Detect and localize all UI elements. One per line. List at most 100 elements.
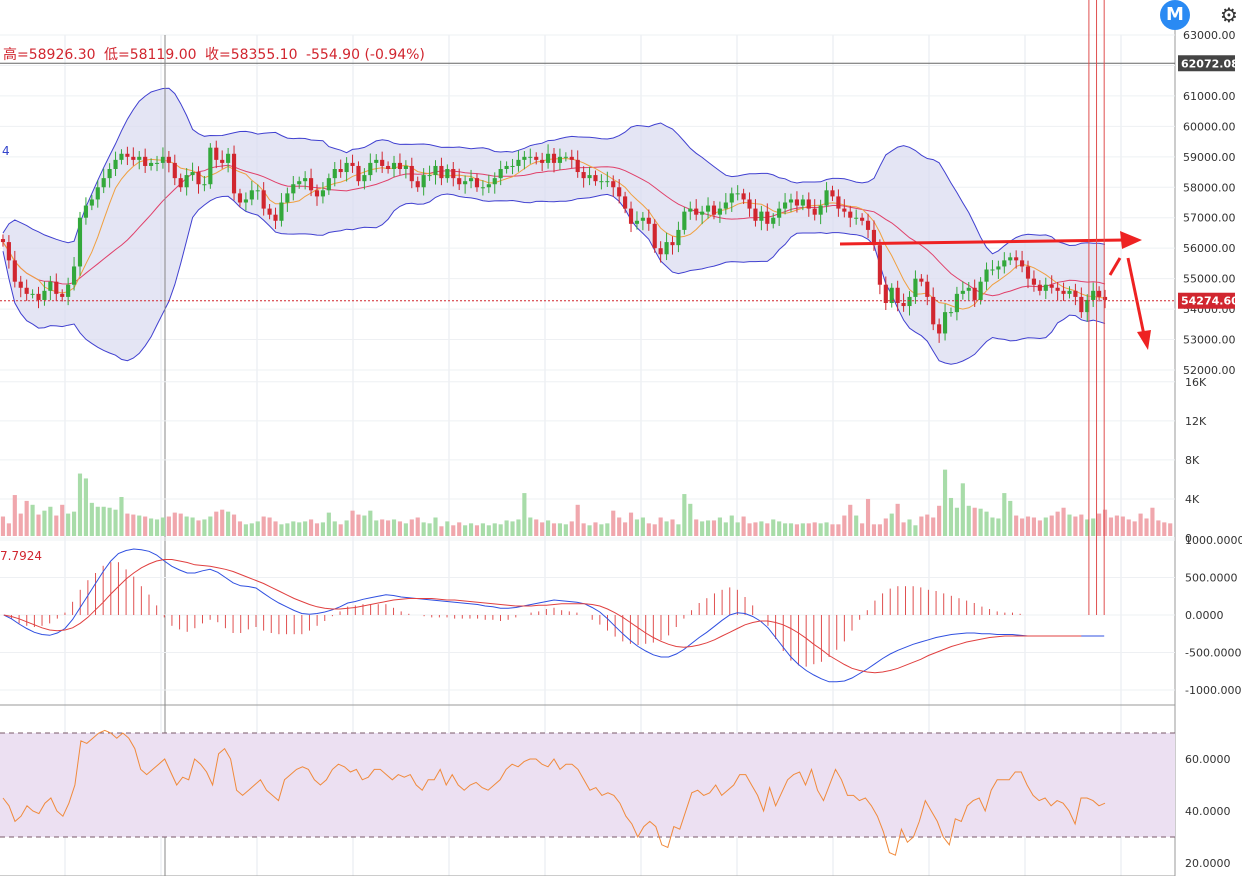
candle-body xyxy=(30,293,35,295)
candle-body xyxy=(842,208,847,212)
candle-body xyxy=(297,181,302,185)
candle-body xyxy=(220,159,225,163)
candle-body xyxy=(231,153,237,194)
candle-body xyxy=(628,208,634,224)
volume-bar xyxy=(705,520,711,536)
volume-bar xyxy=(812,522,817,536)
volume-bar xyxy=(824,522,829,536)
candle-body xyxy=(759,211,764,221)
volume-bar xyxy=(646,523,651,536)
volume-bar xyxy=(984,511,989,536)
candle-body xyxy=(972,287,977,300)
volume-bar xyxy=(700,521,705,536)
volume-bar xyxy=(101,506,106,536)
volume-bar xyxy=(865,498,871,536)
ohlc-readout: 高=58926.30 低=58119.00 收=58355.10 -554.90… xyxy=(3,44,429,64)
candle-body xyxy=(149,162,154,166)
volume-bar xyxy=(605,523,610,536)
volume-bar xyxy=(1014,515,1019,536)
logo-icon[interactable]: M xyxy=(1160,0,1190,30)
candle-body xyxy=(865,220,871,230)
change-readout: -554.90 (-0.94%) xyxy=(305,47,425,63)
volume-bar xyxy=(729,515,734,536)
volume-bar xyxy=(409,519,414,536)
candle-body xyxy=(540,159,545,163)
candle-body xyxy=(131,156,136,160)
volume-bar xyxy=(540,522,545,536)
macd-tick-label: -1000.0000 xyxy=(1185,684,1242,697)
candle-body xyxy=(427,175,432,177)
candle-body xyxy=(925,281,930,297)
candle-body xyxy=(1014,257,1019,261)
volume-bar xyxy=(510,521,515,536)
volume-bar xyxy=(688,503,693,536)
volume-bar xyxy=(451,525,456,536)
candle-body xyxy=(546,153,551,163)
candle-body xyxy=(403,165,408,169)
candle-body xyxy=(66,284,71,297)
volume-bar xyxy=(386,520,391,536)
candle-body xyxy=(208,147,213,185)
candle-body xyxy=(160,156,166,163)
candle-body xyxy=(338,169,343,173)
candle-body xyxy=(1073,290,1078,297)
top-price-badge xyxy=(1178,55,1235,72)
candle-body xyxy=(954,293,959,313)
candle-body xyxy=(717,208,722,215)
candle-body xyxy=(451,169,456,179)
volume-bar xyxy=(89,502,94,536)
volume-bar xyxy=(214,511,219,536)
volume-bar xyxy=(66,513,71,536)
volume-bar xyxy=(1114,515,1119,536)
volume-bar xyxy=(593,522,598,536)
low-readout: 低=58119.00 xyxy=(103,47,197,63)
volume-bar xyxy=(468,523,474,536)
volume-bar xyxy=(794,524,800,536)
volume-bar xyxy=(391,519,397,536)
candle-body xyxy=(765,211,770,224)
candle-body xyxy=(747,199,752,209)
volume-bar xyxy=(60,504,65,536)
volume-bar xyxy=(291,521,296,536)
candle-body xyxy=(700,211,705,215)
candle-body xyxy=(1002,260,1007,267)
volume-bar xyxy=(569,521,574,536)
rsi-tick-label: 20.0000 xyxy=(1185,857,1231,870)
volume-tick-label: 8K xyxy=(1185,454,1200,467)
candle-body xyxy=(415,181,420,188)
volume-bar xyxy=(634,519,640,536)
high-readout: 高=58926.30 xyxy=(3,47,96,63)
candle-body xyxy=(1031,278,1037,285)
candle-body xyxy=(54,281,59,294)
volume-bar xyxy=(937,505,942,536)
volume-bar xyxy=(907,519,912,536)
candle-body xyxy=(646,217,651,224)
volume-bar xyxy=(883,518,888,536)
candle-body xyxy=(154,162,160,164)
candle-body xyxy=(836,196,841,209)
volume-bar xyxy=(522,493,527,536)
candle-body xyxy=(433,165,438,176)
volume-bar xyxy=(249,523,254,536)
volume-bar xyxy=(149,518,154,536)
volume-bar xyxy=(901,522,906,536)
macd-tick-label: 1000.0000 xyxy=(1185,534,1242,547)
candle-body xyxy=(391,162,397,169)
candle-body xyxy=(682,211,687,230)
volume-bar xyxy=(362,515,367,536)
volume-bar xyxy=(842,515,847,536)
volume-bar xyxy=(747,523,752,536)
arrow-down-line xyxy=(1126,257,1146,336)
volume-bar xyxy=(172,512,177,536)
candle-body xyxy=(676,229,681,246)
gear-icon[interactable]: ⚙ xyxy=(1220,3,1238,27)
volume-bar xyxy=(860,523,865,536)
candle-body xyxy=(380,159,385,166)
volume-bar xyxy=(403,523,408,536)
candle-body xyxy=(960,290,965,294)
volume-bar xyxy=(551,523,557,536)
price-tick-label: 63000.00 xyxy=(1183,29,1236,42)
candle-body xyxy=(249,190,254,200)
volume-bar xyxy=(190,517,195,536)
